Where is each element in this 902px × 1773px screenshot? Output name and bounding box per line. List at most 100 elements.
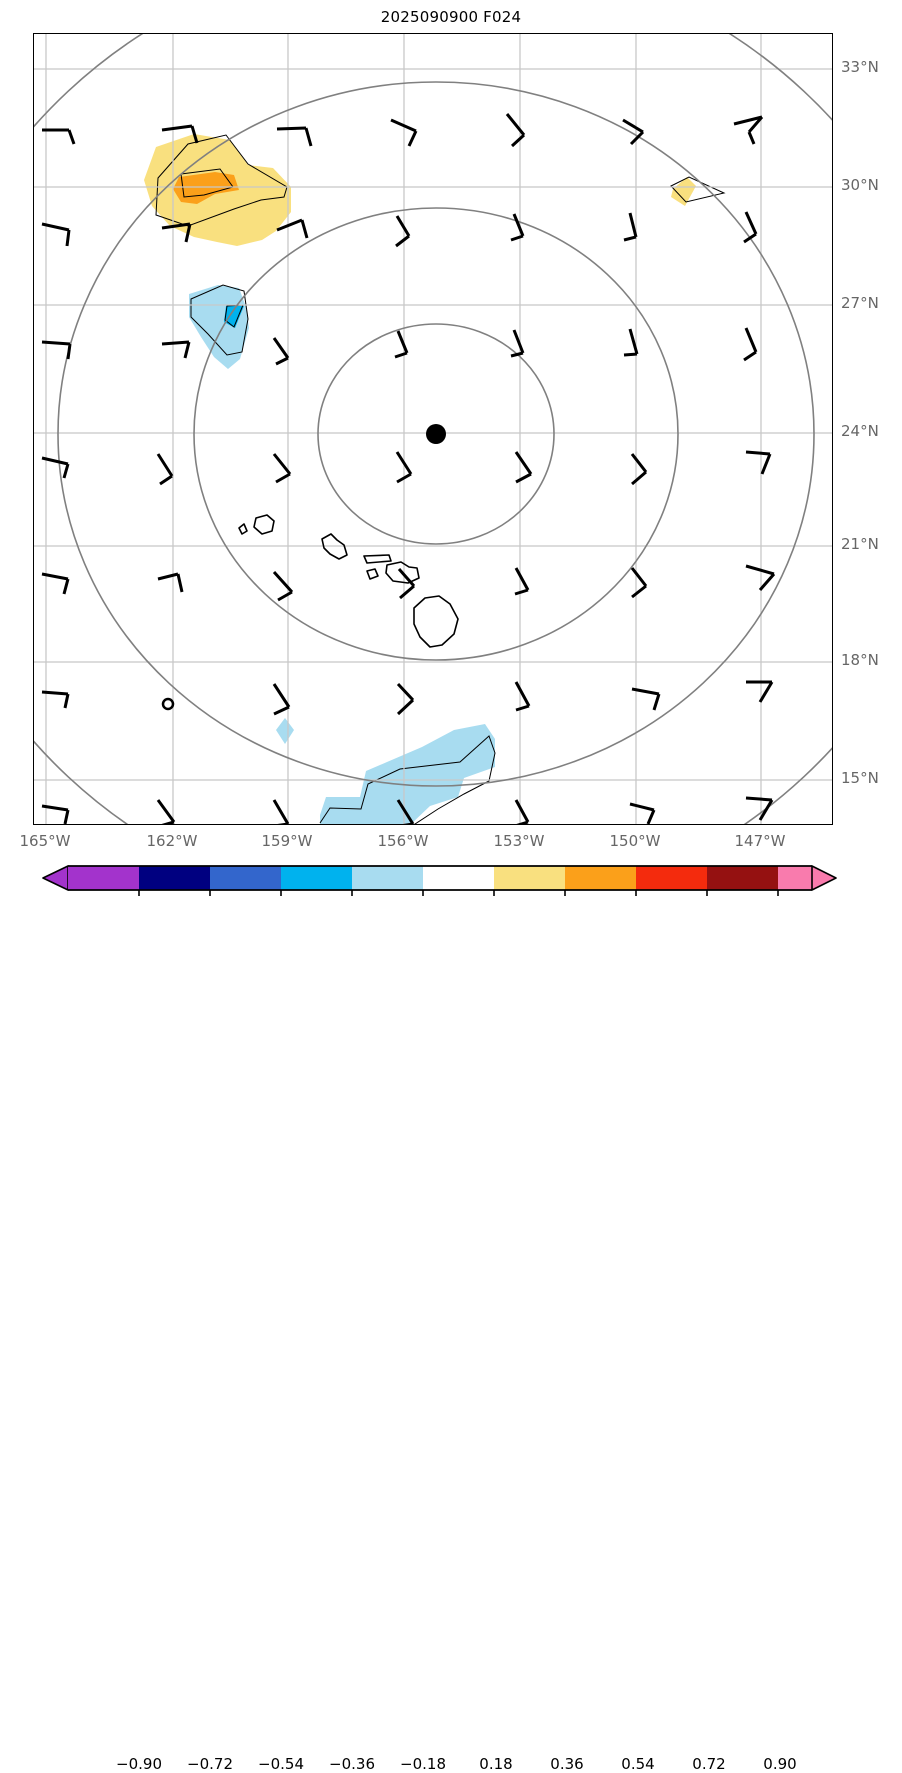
shaded-contour-layer bbox=[144, 134, 696, 824]
wind-barb bbox=[42, 128, 76, 145]
wind-barb bbox=[743, 327, 758, 362]
colorbar-swatch-2 bbox=[210, 866, 281, 890]
wind-barb bbox=[157, 572, 184, 593]
colorbar-under-arrow bbox=[42, 865, 69, 891]
colorbar-swatch-0 bbox=[68, 866, 139, 890]
wind-barb bbox=[514, 451, 533, 484]
coastline-layer bbox=[238, 514, 459, 648]
colorbar-swatch-7 bbox=[565, 866, 636, 890]
colorbar-swatch-4 bbox=[352, 866, 423, 890]
colorbar-ticks bbox=[138, 890, 779, 896]
colorbar-swatch-5 bbox=[423, 866, 494, 890]
lat-label-0: 33°N bbox=[841, 58, 879, 76]
wind-barb bbox=[743, 211, 758, 244]
wind-barb bbox=[390, 118, 418, 147]
wind-barb bbox=[396, 682, 415, 716]
lon-label-0: 165°W bbox=[19, 832, 71, 850]
wind-barb bbox=[156, 799, 176, 824]
wind-barb bbox=[630, 567, 648, 599]
wind-barb bbox=[630, 453, 648, 486]
lon-label-1: 162°W bbox=[146, 832, 198, 850]
wind-barb bbox=[41, 340, 72, 360]
map-canvas bbox=[34, 34, 832, 824]
colorbar-tick-label-7: 0.54 bbox=[621, 1755, 655, 1773]
colorbar-tick-label-3: −0.36 bbox=[329, 1755, 375, 1773]
colorbar[interactable]: −0.90 −0.72 −0.54 −0.36 −0.18 0.18 0.36 … bbox=[0, 862, 902, 1773]
wind-barb bbox=[41, 456, 70, 479]
colorbar-over-arrow bbox=[811, 865, 837, 891]
colorbar-tick-label-2: −0.54 bbox=[258, 1755, 304, 1773]
colorbar-swatches bbox=[42, 865, 837, 891]
colorbar-swatch-6 bbox=[494, 866, 565, 890]
wind-barb bbox=[510, 213, 525, 242]
wind-barb bbox=[395, 215, 411, 248]
lon-label-5: 150°W bbox=[609, 832, 661, 850]
radius-rings-layer bbox=[34, 34, 832, 824]
colorbar-swatch-8 bbox=[636, 866, 707, 890]
wind-barb-layer bbox=[41, 113, 776, 824]
wind-barb bbox=[161, 697, 175, 711]
wind-barb bbox=[746, 680, 774, 703]
wind-barb bbox=[161, 340, 191, 359]
forecast-map-page: 2025090900 F024 bbox=[0, 8, 902, 1773]
wind-barb bbox=[276, 126, 313, 147]
wind-barb bbox=[745, 796, 774, 821]
wind-barb bbox=[622, 118, 645, 146]
lat-label-4: 21°N bbox=[841, 535, 879, 553]
radius-ring-outer bbox=[57, 81, 815, 787]
wind-barb bbox=[41, 572, 70, 595]
wind-barb bbox=[629, 802, 656, 824]
lon-label-6: 147°W bbox=[734, 832, 786, 850]
contour-line-layer bbox=[155, 134, 726, 824]
shaded-region-west-negative bbox=[189, 285, 249, 369]
colorbar-tick-label-0: −0.90 bbox=[116, 1755, 162, 1773]
storm-center-marker[interactable] bbox=[426, 424, 446, 444]
wind-barb bbox=[272, 453, 292, 484]
wind-barb bbox=[272, 570, 294, 602]
shaded-region-northeast-positive bbox=[671, 177, 696, 206]
wind-barb bbox=[514, 681, 531, 712]
colorbar-svg bbox=[42, 865, 837, 896]
wind-barb bbox=[745, 450, 772, 475]
wind-barb bbox=[161, 222, 192, 243]
colorbar-swatch-10 bbox=[778, 866, 812, 890]
lon-label-3: 156°W bbox=[377, 832, 429, 850]
lon-label-4: 153°W bbox=[493, 832, 545, 850]
wind-barb bbox=[156, 453, 174, 486]
colorbar-tick-label-1: −0.72 bbox=[187, 1755, 233, 1773]
shaded-region-south-small-negative bbox=[276, 718, 294, 744]
colorbar-tick-label-9: 0.90 bbox=[763, 1755, 797, 1773]
wind-barb bbox=[510, 329, 525, 358]
wind-barb bbox=[276, 218, 309, 239]
wind-barb bbox=[272, 799, 290, 824]
wind-barb bbox=[623, 212, 638, 242]
colorbar-swatch-3 bbox=[281, 866, 352, 890]
wind-barb bbox=[505, 113, 526, 148]
wind-barb bbox=[395, 451, 413, 484]
wind-barb bbox=[514, 799, 530, 824]
wind-barb bbox=[733, 115, 764, 145]
wind-barb bbox=[272, 337, 290, 366]
colorbar-tick-label-5: 0.18 bbox=[479, 1755, 513, 1773]
wind-barb bbox=[161, 124, 199, 144]
wind-barb bbox=[272, 683, 291, 716]
lat-label-1: 30°N bbox=[841, 176, 879, 194]
colorbar-tick-label-6: 0.36 bbox=[550, 1755, 584, 1773]
wind-barb bbox=[394, 330, 409, 359]
colorbar-tick-label-4: −0.18 bbox=[400, 1755, 446, 1773]
colorbar-swatch-1 bbox=[139, 866, 210, 890]
wind-barb bbox=[397, 568, 416, 600]
page-title: 2025090900 F024 bbox=[380, 8, 522, 26]
wind-barb bbox=[41, 690, 70, 709]
colorbar-outline bbox=[68, 865, 812, 891]
radius-ring-mid bbox=[193, 207, 679, 661]
wind-barb bbox=[514, 567, 530, 596]
lat-label-5: 18°N bbox=[841, 651, 879, 669]
lon-label-2: 159°W bbox=[261, 832, 313, 850]
radius-ring-inner bbox=[317, 323, 555, 545]
colorbar-swatch-9 bbox=[707, 866, 778, 890]
wind-barb bbox=[41, 804, 70, 824]
map-plot-area[interactable] bbox=[33, 33, 833, 825]
shaded-region-south-negative bbox=[320, 724, 495, 824]
colorbar-tick-label-8: 0.72 bbox=[692, 1755, 726, 1773]
